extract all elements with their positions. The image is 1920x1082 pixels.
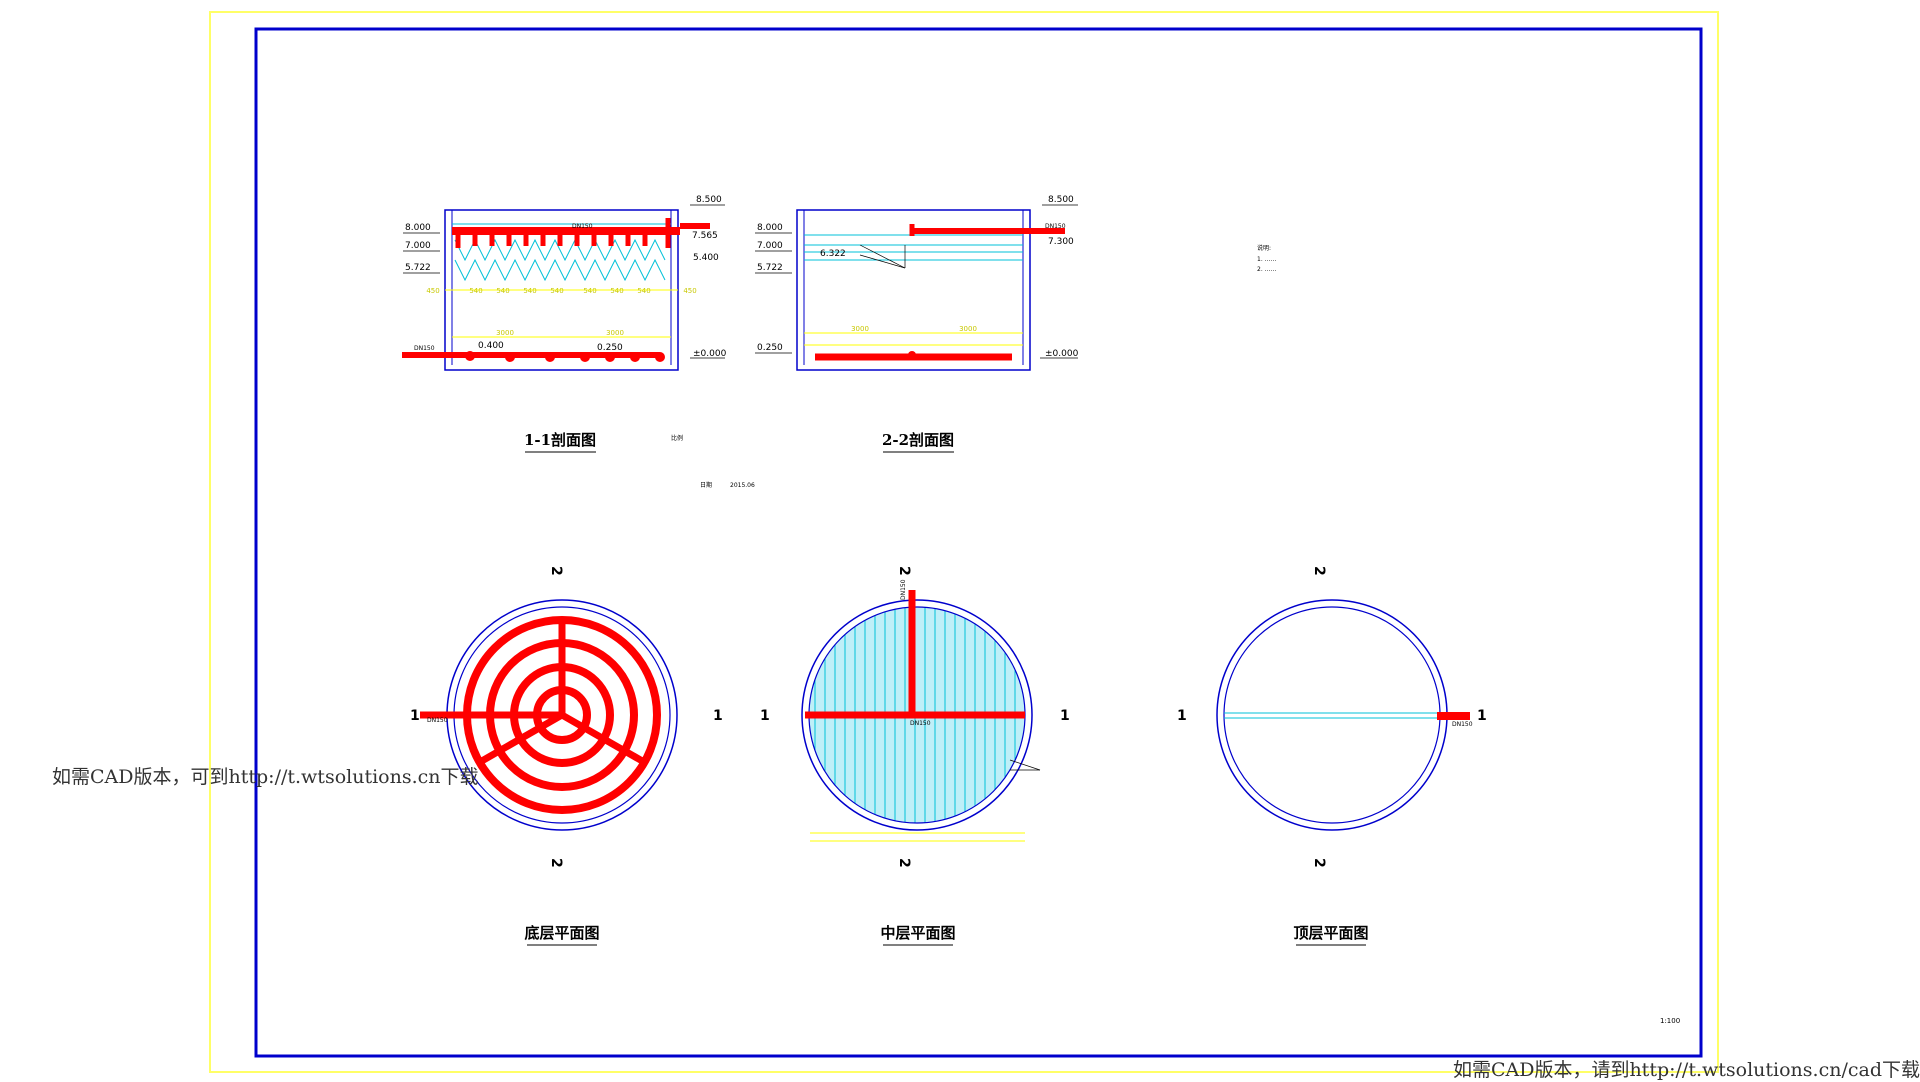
plan-bottom-radial-pipes <box>420 620 646 766</box>
s1-pipe-label-top: DN150 <box>572 223 593 230</box>
svg-text:2: 2 <box>896 858 912 868</box>
plan-top-title: 顶层平面图 <box>1293 924 1368 942</box>
svg-text:2: 2 <box>896 566 912 576</box>
section-1-downpipes <box>455 218 671 248</box>
s1-dim-0: 450 <box>426 287 439 295</box>
plan-middle-title: 中层平面图 <box>880 924 955 942</box>
s2-elev-left-1: 7.000 <box>757 241 783 251</box>
svg-text:2: 2 <box>1311 566 1327 576</box>
section-2-title: 2-2剖面图 <box>882 431 954 449</box>
notes-block: 说明: 1. …… 2. …… <box>1257 244 1277 273</box>
plan-bottom: DN150 2 2 1 1 底层平面图 <box>410 566 723 946</box>
svg-text:2: 2 <box>548 858 564 868</box>
svg-text:1: 1 <box>1477 708 1487 724</box>
plan-top-section-marks: 2 2 1 1 <box>1177 566 1487 868</box>
s1-elev-left-0: 8.000 <box>405 223 431 233</box>
s1-elev-left-3: 0.400 <box>478 341 504 351</box>
drawing-frame <box>254 27 1703 1058</box>
date-label: 日期 <box>700 481 712 489</box>
svg-text:1: 1 <box>410 708 420 724</box>
s1-dim-3: 540 <box>523 287 536 295</box>
s1-dim-8: 450 <box>683 287 696 295</box>
s2-pipe-label: DN150 <box>1045 223 1066 230</box>
plan-bottom-section-marks: 2 2 1 1 <box>410 566 723 868</box>
s2-elev-left-0: 8.000 <box>757 223 783 233</box>
notes-heading: 说明: <box>1257 244 1271 252</box>
s1-dim-1: 540 <box>469 287 482 295</box>
svg-text:2: 2 <box>548 566 564 576</box>
s1-elev-right-3: ±0.000 <box>693 349 727 359</box>
s1-elev-right-2: 5.400 <box>693 253 719 263</box>
svg-text:1: 1 <box>1060 708 1070 724</box>
plan-middle: DN150 DN150 2 2 1 1 中层平面图 <box>760 566 1070 946</box>
plan-middle-outer-wall <box>801 599 1033 831</box>
s2-elev-right-1: 7.300 <box>1048 237 1074 247</box>
plan-top-pipe-label: DN150 <box>1452 721 1473 728</box>
s1-bottom-level: 0.250 <box>597 343 623 353</box>
section-2-tank-walls <box>796 209 1031 371</box>
sheet-outer-border <box>209 11 1719 1073</box>
s1-dim-5: 540 <box>583 287 596 295</box>
plan-middle-pipe-label: DN150 <box>910 720 931 727</box>
svg-text:1: 1 <box>1177 708 1187 724</box>
section-1-1: 450 540 540 540 540 540 540 540 450 3000… <box>402 195 727 453</box>
plan-bottom-pipe-label: DN150 <box>427 717 448 724</box>
s1-dim-2: 540 <box>496 287 509 295</box>
s2-dim-0: 3000 <box>851 325 869 333</box>
section-1-title: 1-1剖面图 <box>524 431 596 449</box>
s2-elev-right-2: ±0.000 <box>1045 349 1079 359</box>
plan-middle-riser-label: DN150 <box>900 579 907 600</box>
s1-elev-left-2: 5.722 <box>405 263 431 273</box>
center-mark-label: 比例 <box>671 434 683 442</box>
section-1-media-zigzag <box>454 238 666 262</box>
s2-elev-left-2: 6.322 <box>820 249 846 259</box>
watermark-left: 如需CAD版本，可到http://t.wtsolutions.cn下载 <box>52 766 479 788</box>
s1-dim-bottom-1: 3000 <box>606 329 624 337</box>
s1-elev-left-1: 7.000 <box>405 241 431 251</box>
s1-dim-bottom-0: 3000 <box>496 329 514 337</box>
date-value: 2015.06 <box>730 482 755 489</box>
s1-pipe-label-bottom: DN150 <box>414 345 435 352</box>
s2-elev-left-4: 0.250 <box>757 343 783 353</box>
svg-text:2: 2 <box>1311 858 1327 868</box>
svg-text:1: 1 <box>713 708 723 724</box>
s2-dim-1: 3000 <box>959 325 977 333</box>
s1-dim-6: 540 <box>610 287 623 295</box>
watermark-bottom-right: 如需CAD版本，请到http://t.wtsolutions.cn/cad下载 <box>1452 1059 1920 1081</box>
plan-bottom-title: 底层平面图 <box>524 924 599 942</box>
plan-middle-section-marks: 2 2 1 1 <box>760 566 1070 868</box>
section-2-2: 3000 3000 8.000 7.000 6.322 5.722 0.250 … <box>755 195 1079 453</box>
s1-elev-right-0: 8.500 <box>696 195 722 205</box>
notes-item-1: 1. …… <box>1257 256 1277 263</box>
plan-top-outer-wall <box>1216 599 1448 831</box>
s1-dim-7: 540 <box>637 287 650 295</box>
svg-text:1: 1 <box>760 708 770 724</box>
notes-item-2: 2. …… <box>1257 266 1277 273</box>
plan-top: DN150 2 2 1 1 顶层平面图 <box>1177 566 1487 946</box>
s1-elev-right-1: 7.565 <box>692 231 718 241</box>
s2-elev-left-3: 5.722 <box>757 263 783 273</box>
scale-label: 1:100 <box>1660 1017 1680 1025</box>
s2-elev-right-0: 8.500 <box>1048 195 1074 205</box>
s1-dim-4: 540 <box>550 287 563 295</box>
